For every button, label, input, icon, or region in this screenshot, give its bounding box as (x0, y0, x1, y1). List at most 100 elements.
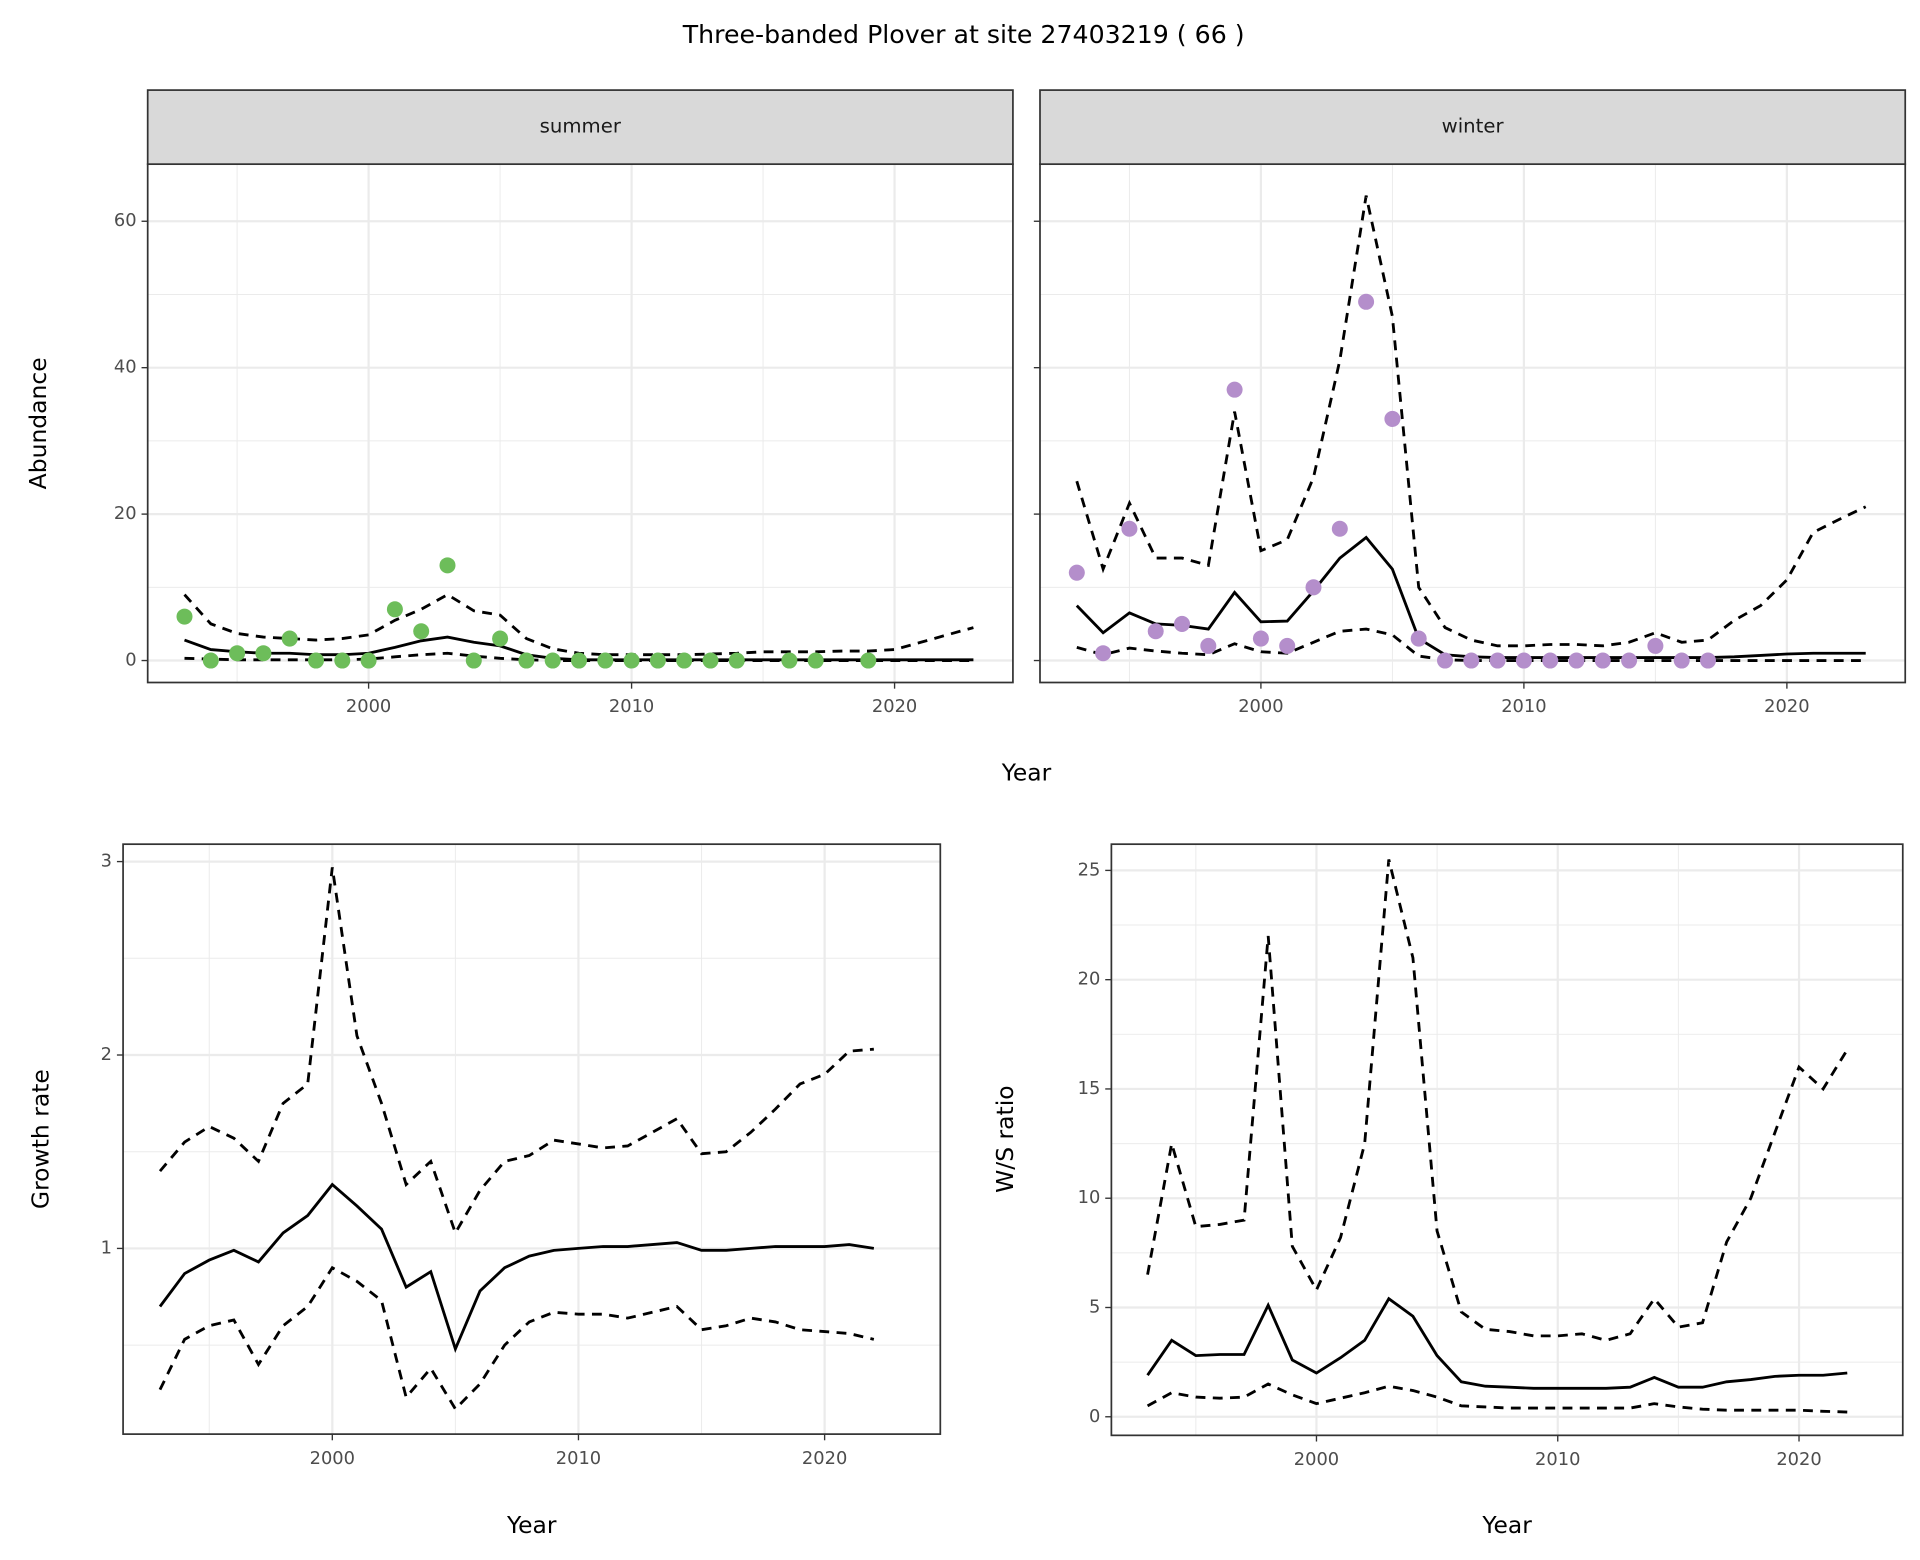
interval-line (1146, 1382, 1848, 1414)
data-point (492, 630, 509, 647)
data-point (1095, 645, 1112, 662)
interval-line (158, 867, 874, 1237)
x-tick-label: 2000 (1238, 696, 1283, 717)
data-point (1515, 652, 1532, 669)
y-tick-label: 5 (1089, 1296, 1100, 1317)
facet-strip (1039, 89, 1907, 166)
data-point (1489, 652, 1506, 669)
facet-strip (146, 89, 1014, 166)
data-point (465, 652, 482, 669)
facet-label: winter (1442, 115, 1505, 138)
data-point (781, 652, 798, 669)
x-tick-label: 2020 (1776, 1449, 1821, 1470)
data-point (1068, 564, 1085, 581)
y-tick-label: 0 (1089, 1406, 1100, 1427)
y-tick-label: 15 (1078, 1078, 1101, 1099)
data-point (1568, 652, 1585, 669)
y-tick-label: 25 (1078, 859, 1101, 880)
interval-line (1075, 195, 1867, 648)
x-tick-label: 2000 (1294, 1449, 1339, 1470)
y-axis-title: Abundance (24, 357, 52, 489)
plot-panel (1040, 164, 1906, 683)
data-point (1621, 652, 1638, 669)
y-axis-title: W/S ratio (991, 1085, 1019, 1192)
x-axis-title: Year (506, 1511, 557, 1539)
data-point (360, 652, 377, 669)
data-point (649, 652, 666, 669)
data-point (1252, 630, 1269, 647)
x-axis-title: Year (1001, 758, 1052, 786)
x-tick-label: 2010 (556, 1448, 601, 1469)
data-point (1121, 520, 1138, 537)
data-point (1384, 410, 1401, 427)
data-point (1358, 293, 1375, 310)
y-tick-label: 0 (125, 650, 136, 671)
data-point (1542, 652, 1559, 669)
data-point (229, 645, 246, 662)
mean-line (1146, 1296, 1848, 1390)
x-tick-label: 2020 (1764, 696, 1809, 717)
data-point (386, 601, 403, 618)
interval-line (184, 651, 974, 662)
data-point (807, 652, 824, 669)
data-point (1226, 381, 1243, 398)
plot-panel (123, 844, 941, 1435)
x-tick-label: 2010 (1535, 1449, 1580, 1470)
data-point (728, 652, 745, 669)
interval-line (1076, 627, 1866, 662)
panel-border (1110, 843, 1904, 1437)
interval-line (1146, 859, 1849, 1342)
x-tick-label: 2000 (310, 1448, 355, 1469)
data-point (1410, 630, 1427, 647)
data-point (413, 623, 430, 640)
y-tick-label: 20 (1078, 969, 1101, 990)
data-point (1174, 615, 1191, 632)
y-tick-label: 10 (1078, 1187, 1101, 1208)
data-point (1463, 652, 1480, 669)
data-point (544, 652, 561, 669)
data-point (1305, 579, 1322, 596)
data-point (255, 645, 272, 662)
data-point (1200, 637, 1217, 654)
x-axis-title: Year (1481, 1511, 1532, 1539)
x-tick-label: 2010 (609, 696, 654, 717)
y-tick-label: 60 (114, 210, 137, 231)
data-point (281, 630, 298, 647)
data-point (860, 652, 877, 669)
data-point (623, 652, 640, 669)
y-tick-label: 3 (101, 851, 112, 872)
x-tick-label: 2020 (872, 696, 917, 717)
data-point (597, 652, 614, 669)
data-point (676, 652, 693, 669)
plot-panel (147, 164, 1013, 683)
data-point (1437, 652, 1454, 669)
data-point (518, 652, 535, 669)
y-axis-title: Growth rate (26, 1069, 54, 1209)
data-point (570, 652, 587, 669)
data-point (176, 608, 193, 625)
data-point (202, 652, 219, 669)
x-tick-label: 2000 (346, 696, 391, 717)
mean-line (158, 1182, 875, 1354)
x-tick-label: 2020 (802, 1448, 847, 1469)
data-point (1647, 637, 1664, 654)
data-point (1699, 652, 1716, 669)
y-tick-label: 20 (114, 503, 137, 524)
plot-panel (1111, 844, 1903, 1436)
data-point (1594, 652, 1611, 669)
x-tick-label: 2010 (1501, 696, 1546, 717)
data-point (1673, 652, 1690, 669)
y-tick-label: 1 (101, 1237, 112, 1258)
data-point (439, 557, 456, 574)
y-tick-label: 40 (114, 357, 137, 378)
data-point (308, 652, 325, 669)
figure-title: Three-banded Plover at site 27403219 ( 6… (682, 20, 1245, 49)
panel-border (122, 843, 942, 1435)
y-tick-label: 2 (101, 1044, 112, 1065)
facet-label: summer (540, 115, 622, 138)
data-point (1331, 520, 1348, 537)
data-point (702, 652, 719, 669)
data-point (1147, 623, 1164, 640)
data-point (1279, 637, 1296, 654)
